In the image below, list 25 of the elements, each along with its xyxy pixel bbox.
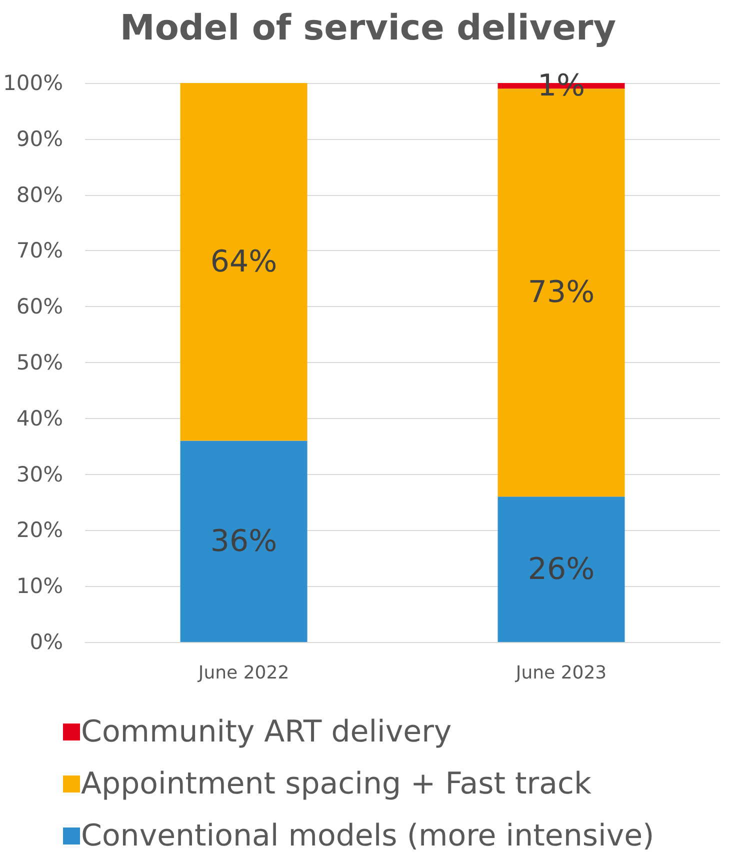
legend-label: Conventional models (more intensive) [81, 818, 654, 854]
y-tick-label: 30% [16, 462, 64, 486]
bar [498, 496, 625, 642]
y-tick-label: 100% [2, 71, 64, 95]
data-label: 73% [528, 275, 595, 310]
y-tick-label: 20% [16, 518, 64, 542]
y-tick-label: 40% [16, 406, 64, 430]
legend-label: Community ART delivery [81, 714, 452, 750]
data-label: 26% [528, 552, 595, 587]
legend-label: Appointment spacing + Fast track [81, 766, 592, 802]
y-tick-label: 50% [16, 350, 64, 374]
y-tick-label: 0% [30, 630, 64, 654]
chart-title: Model of service delivery [120, 8, 616, 48]
x-tick-label: June 2023 [514, 662, 607, 684]
y-tick-label: 80% [16, 182, 64, 207]
x-tick-label: June 2022 [197, 662, 290, 684]
y-tick-label: 10% [16, 574, 64, 598]
y-tick-label: 90% [16, 126, 64, 151]
y-tick-label: 70% [16, 238, 64, 263]
data-label: 36% [210, 524, 278, 559]
bar [180, 83, 308, 441]
y-tick-label: 60% [16, 294, 64, 319]
data-label: 1% [537, 68, 586, 104]
data-label: 64% [210, 244, 278, 280]
bar [180, 440, 308, 642]
